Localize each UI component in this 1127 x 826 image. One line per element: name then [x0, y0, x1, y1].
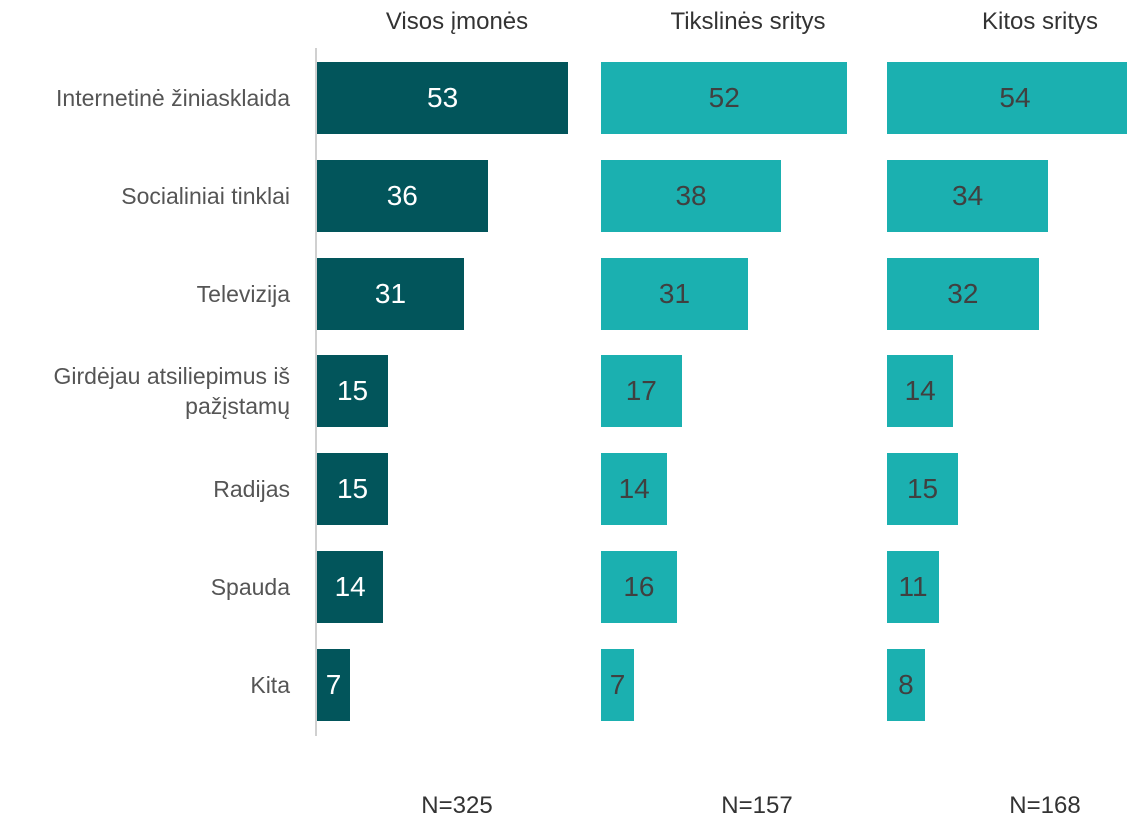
value-label: 7	[609, 668, 626, 700]
bar	[317, 648, 351, 721]
category-label: Girdėjau atsiliepimus iš pažįstamų	[53, 363, 290, 420]
panel-title: Visos įmonės	[385, 8, 529, 35]
value-label: 38	[675, 179, 707, 211]
value-label: 16	[623, 571, 655, 602]
value-label: 14	[618, 473, 650, 505]
value-label: 8	[898, 668, 914, 700]
bar	[317, 551, 384, 623]
bar	[601, 453, 668, 526]
bar	[317, 257, 464, 330]
value-label: 14	[334, 571, 366, 602]
axis-line	[315, 48, 317, 736]
value-label: 11	[898, 571, 928, 602]
category-label: Internetinė žiniasklaida	[56, 85, 290, 111]
value-label: 7	[325, 668, 342, 700]
value-label: 32	[947, 277, 979, 309]
bar	[887, 257, 1039, 330]
value-label: 15	[336, 473, 369, 505]
bar	[601, 159, 782, 232]
bar	[601, 355, 682, 428]
bar	[601, 648, 635, 721]
bar	[887, 551, 940, 623]
sample-size: N=168	[1009, 792, 1081, 819]
category-label: Televizija	[196, 280, 290, 307]
bar	[887, 648, 925, 721]
bar	[317, 355, 389, 428]
bar	[601, 257, 748, 330]
bar	[317, 453, 389, 526]
sample-size: N=157	[721, 792, 793, 819]
bar	[601, 551, 677, 623]
bar	[887, 62, 1127, 134]
value-label: 31	[658, 277, 691, 309]
category-label: Spauda	[210, 574, 290, 600]
bar	[887, 453, 959, 526]
value-label: 53	[427, 82, 459, 113]
sample-size: N=325	[421, 792, 493, 819]
category-label: Radijas	[213, 476, 290, 503]
panel-title: Kitos sritys	[981, 8, 1099, 35]
value-label: 15	[906, 473, 939, 505]
value-label: 52	[708, 82, 740, 113]
value-label: 36	[386, 179, 418, 211]
value-label: 15	[336, 375, 369, 407]
bar	[887, 355, 954, 428]
panel-title: Tikslinės sritys	[670, 8, 826, 35]
value-label: 34	[952, 179, 984, 211]
value-label: 54	[999, 82, 1031, 113]
bar	[317, 62, 569, 134]
bar	[601, 62, 848, 134]
bar	[317, 159, 488, 232]
value-label: 14	[904, 375, 936, 407]
value-label: 17	[625, 375, 657, 407]
category-label: Kita	[250, 671, 290, 698]
category-label: Socialiniai tinklai	[121, 182, 290, 209]
value-label: 31	[374, 277, 407, 309]
bar	[887, 159, 1049, 232]
